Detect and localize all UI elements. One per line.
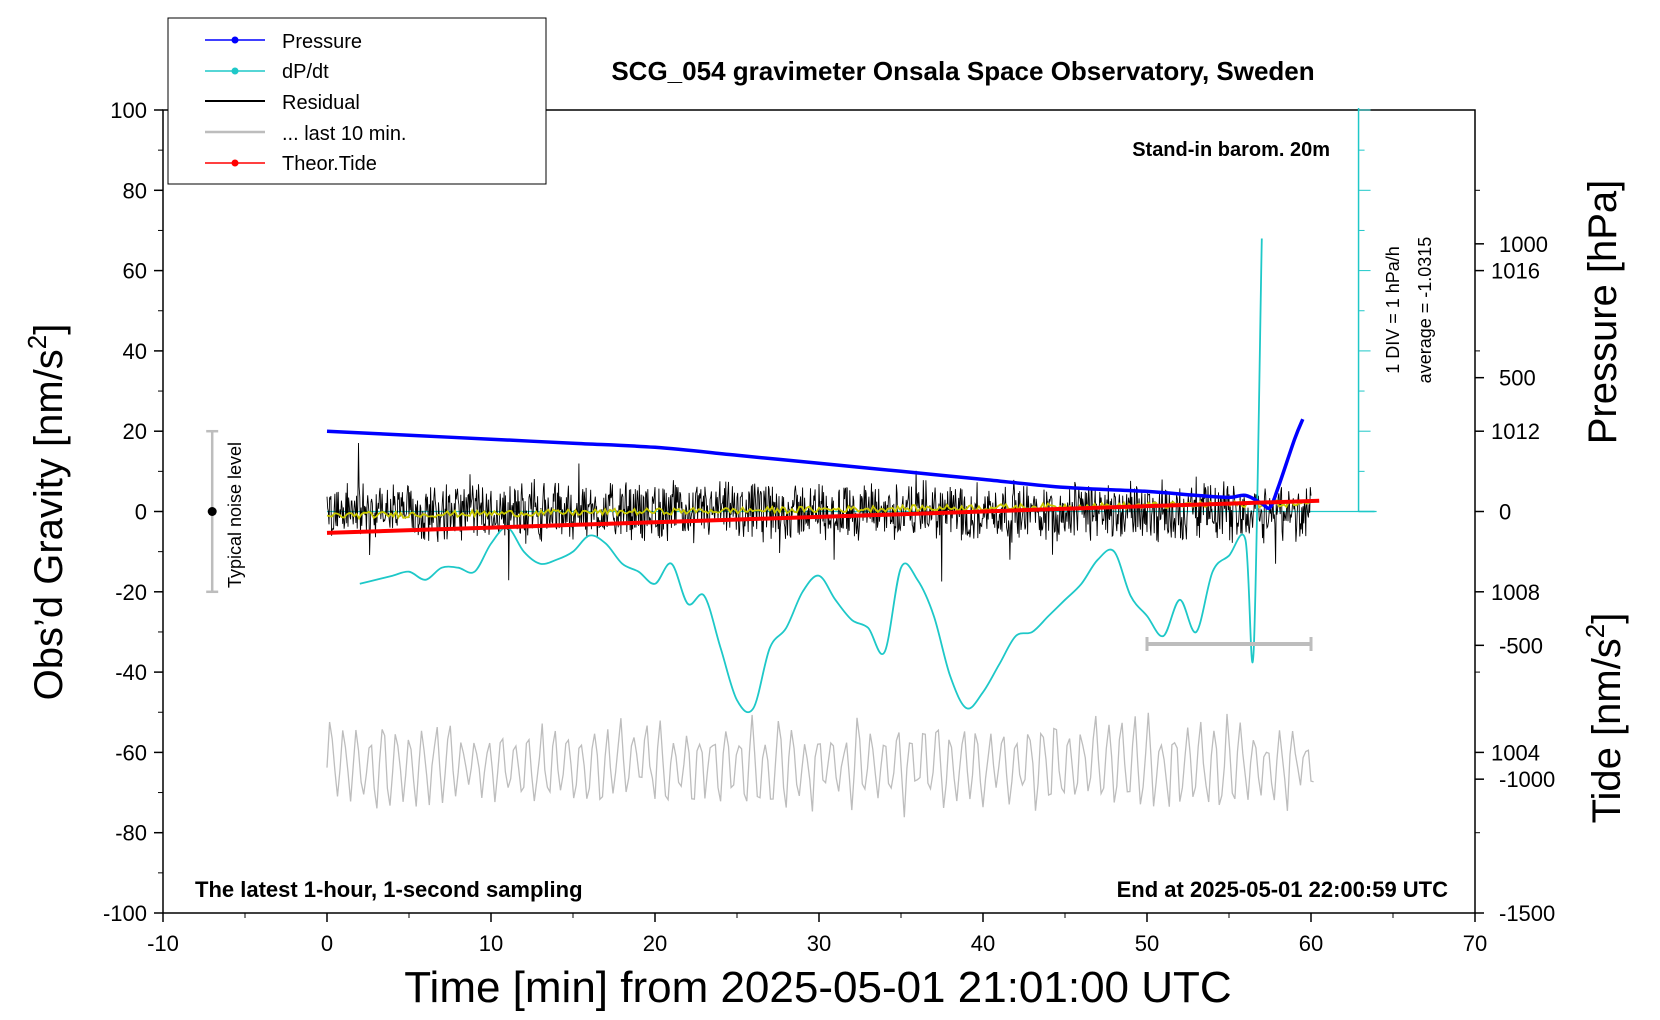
x-tick-label: 30 <box>807 931 831 956</box>
residual-trace <box>326 442 1312 582</box>
legend-last10-label: ... last 10 min. <box>282 123 407 145</box>
legend-tide-marker <box>231 159 239 167</box>
pressure-tick-label: 1008 <box>1491 580 1540 605</box>
legend-pressure-marker <box>231 36 239 44</box>
legend-pressure-label: Pressure <box>282 31 362 53</box>
legend-residual-label: Residual <box>282 92 360 114</box>
tide-axis-label: Tide [nm/s2] <box>1580 613 1629 824</box>
x-tick-label: -10 <box>147 931 179 956</box>
y-tick-label: -40 <box>115 660 147 685</box>
series-layer <box>206 108 1377 714</box>
tide-tick-label: 1000 <box>1499 232 1548 257</box>
y-tick-label: 80 <box>123 178 147 203</box>
x-tick-label: 10 <box>479 931 503 956</box>
bottom-left-note: The latest 1-hour, 1-second sampling <box>195 877 583 902</box>
y-tick-label: -60 <box>115 740 147 765</box>
x-tick-label: 20 <box>643 931 667 956</box>
x-tick-label: 40 <box>971 931 995 956</box>
pressure-line <box>326 418 1305 511</box>
legend-dpdt-label: dP/dt <box>282 61 329 83</box>
y-tick-label: 0 <box>135 500 147 525</box>
y-tick-label: -80 <box>115 821 147 846</box>
tide-tick-label: -500 <box>1499 633 1543 658</box>
y-tick-label: 60 <box>123 259 147 284</box>
legend-dpdt-marker <box>231 67 239 75</box>
noise-label: Typical noise level <box>225 442 245 588</box>
chart-title: SCG_054 gravimeter Onsala Space Observat… <box>611 56 1314 86</box>
tide-tick-label: -1500 <box>1499 901 1555 926</box>
x-tick-label: 0 <box>321 931 333 956</box>
tide-tick-label: 500 <box>1499 366 1536 391</box>
tide-axis-label-sup: 2 <box>1580 624 1610 638</box>
y-tick-label: 100 <box>110 98 147 123</box>
x-tick-label: 60 <box>1299 931 1323 956</box>
pressure-tick-label: 1004 <box>1491 740 1540 765</box>
bottom-right-note: End at 2025-05-01 22:00:59 UTC <box>1117 877 1448 902</box>
stand-in-note: Stand-in barom. 20m <box>1132 139 1330 161</box>
x-tick-label: 70 <box>1463 931 1487 956</box>
legend-tide-label: Theor.Tide <box>282 153 377 175</box>
y-axis-label-sup: 2 <box>22 335 52 349</box>
pressure-tick-label: 1016 <box>1491 259 1540 284</box>
dpdt-line <box>359 238 1263 714</box>
axis-ticks: -10 0 10 20 30 40 50 60 70-100-80-60-40-20020406… <box>103 98 1555 956</box>
tide-tick-label: 0 <box>1499 500 1511 525</box>
y-tick-label: 20 <box>123 419 147 444</box>
legend: Pressure dP/dt Residual ... last 10 min.… <box>167 17 547 185</box>
x-axis-label: Time [min] from 2025-05-01 21:01:00 UTC <box>404 963 1231 1012</box>
pressure-tick-label: 1012 <box>1491 419 1540 444</box>
x-tick-label: 50 <box>1135 931 1159 956</box>
div-note: 1 DIV = 1 hPa/h <box>1383 246 1403 374</box>
pressure-axis-label: Pressure [hPa] <box>1581 180 1625 445</box>
tide-tick-label: -1000 <box>1499 767 1555 792</box>
tide-line <box>326 498 1320 535</box>
y-tick-label: -20 <box>115 580 147 605</box>
y-tick-label: -100 <box>103 901 147 926</box>
average-note: average = -1.0315 <box>1415 237 1435 384</box>
y-axis-label-left: Obs’d Gravity [nm/s2] <box>22 324 71 701</box>
noise-level-dot <box>207 507 217 516</box>
y-tick-label: 40 <box>123 339 147 364</box>
gray-trace <box>326 712 1314 818</box>
gray-reference-trace <box>326 712 1314 818</box>
